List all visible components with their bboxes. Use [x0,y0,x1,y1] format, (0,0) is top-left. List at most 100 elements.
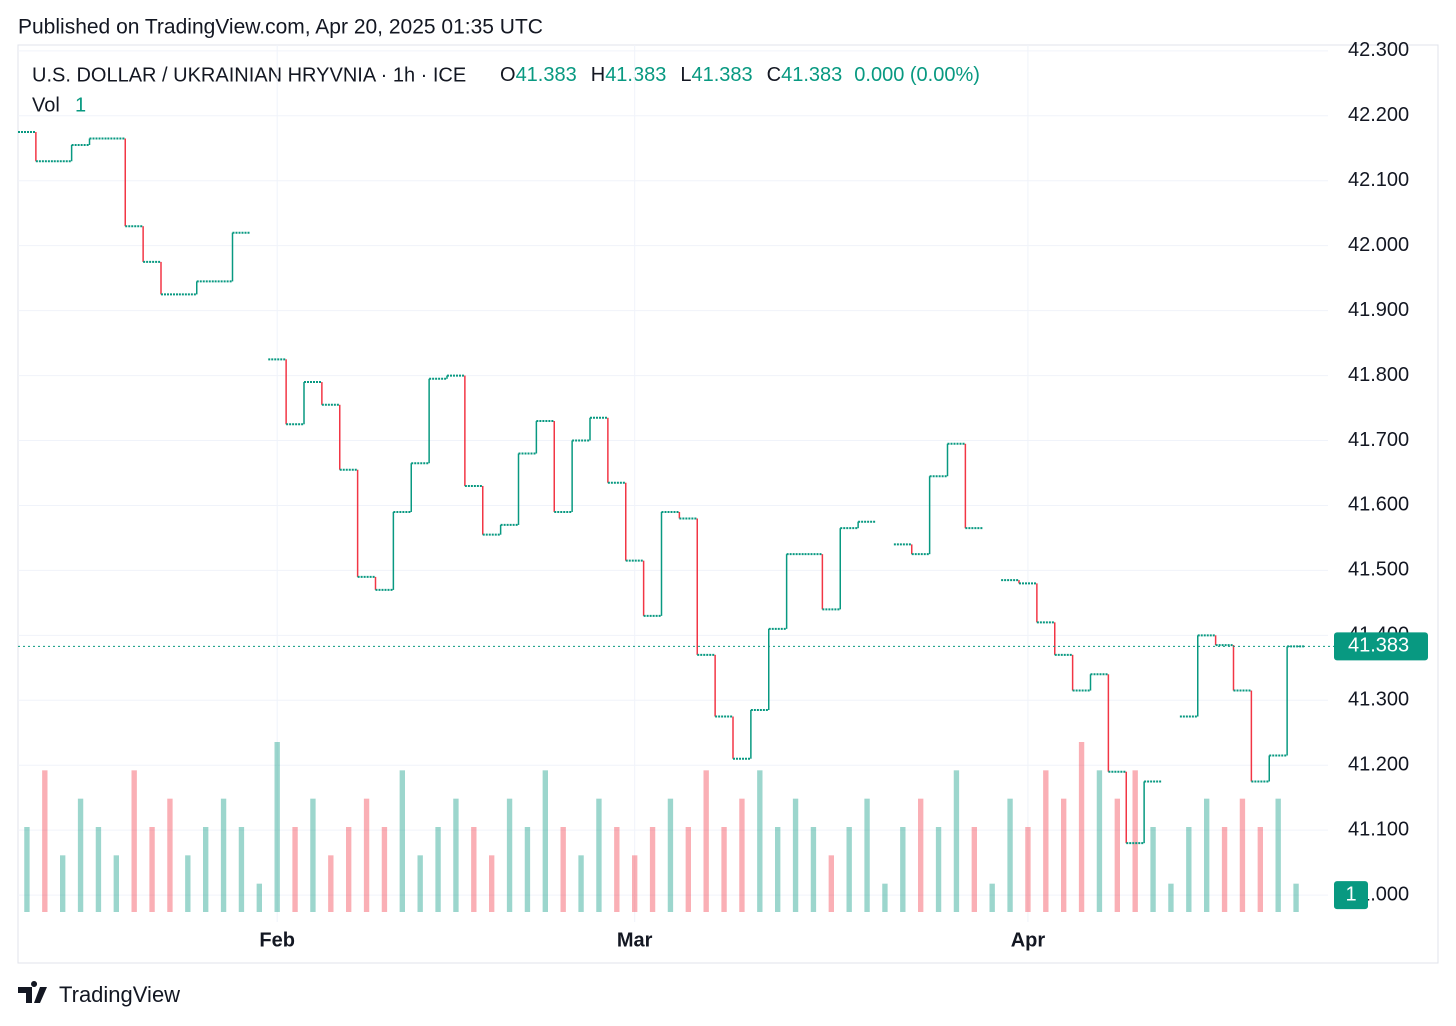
volume-bar [489,855,495,912]
published-note: Published on TradingView.com, Apr 20, 20… [18,16,543,39]
volume-bar [882,883,888,912]
y-tick-label: 41.900 [1348,299,1409,321]
volume-bar [256,883,262,912]
volume-bar [1275,798,1281,912]
ohlc-value: 41.383 [691,64,752,86]
volume-bar [220,798,227,912]
volume-bar [167,798,173,912]
volume-bar [1025,827,1031,912]
volume-bar [614,827,620,912]
y-tick-label: 41.300 [1348,689,1409,711]
volume-bar [453,798,459,912]
volume-bar [435,827,441,912]
volume-bar [1221,827,1228,912]
volume-bar [989,883,995,912]
volume-bar [1293,883,1299,912]
y-tick-label: 42.200 [1348,104,1409,126]
y-tick-label: 41.500 [1348,559,1409,581]
volume-bar [1078,742,1085,912]
volume-bar [667,798,674,912]
volume-bar [42,770,48,912]
volume-bar [149,827,155,912]
volume-bar [971,827,977,912]
ohlc-value: 41.383 [781,64,842,86]
ohlc-value: 41.383 [516,64,577,86]
volume-bar [685,827,691,912]
volume-bar [113,855,119,912]
volume-bar [1168,883,1174,912]
volume-bar [346,827,352,912]
volume-bar [381,827,388,912]
volume-bar [1204,798,1210,912]
y-tick-label: 41.600 [1348,494,1409,516]
volume-bar [632,855,638,912]
volume-bar [77,798,84,912]
volume-bar [274,742,280,912]
ohlc-key: C [767,64,781,86]
y-tick-label: 41.800 [1348,364,1409,386]
volume-bar [131,770,137,912]
ohlc-key: H [591,64,605,86]
ohlc-key: L [680,64,691,86]
symbol-title: U.S. DOLLAR / UKRAINIAN HRYVNIA · 1h · I… [32,64,466,86]
volume-bar [1239,798,1246,912]
last-price-label: 41.383 [1348,635,1409,657]
volume-value: 1 [75,94,86,116]
y-tick-label: 41.200 [1348,754,1409,776]
y-tick-label: 42.100 [1348,169,1409,191]
x-tick-label: Mar [617,929,653,951]
x-tick-label: Feb [259,929,295,951]
volume-bar [739,798,745,912]
ohlc-line: O41.383 H41.383 L41.383 C41.383 0.000 (0.00%… [500,64,980,86]
volume-bar [1186,827,1192,912]
volume-badge [1334,881,1368,910]
volume-bar [1257,827,1263,912]
volume-bar [185,855,191,912]
volume-bar [363,798,370,912]
volume-label: Vol [32,94,60,116]
volume-badge-label: 1 [1345,883,1356,905]
volume-bar [1150,827,1156,912]
volume-bar [399,770,405,912]
volume-bar [775,827,781,912]
volume-bar [1132,770,1138,912]
volume-bar [1043,770,1049,912]
volume-bar [1114,798,1120,912]
ohlc-value: 41.383 [605,64,666,86]
volume-bar [1061,798,1067,912]
volume-bar [900,827,906,912]
x-tick-label: Apr [1011,929,1046,951]
y-tick-label: 41.700 [1348,429,1409,451]
volume-bar [649,827,656,912]
ohlc-key: O [500,64,516,86]
brand: TradingView [18,981,180,1007]
volume-bar [846,827,852,912]
volume-bar [310,798,316,912]
chart-frame [17,44,1439,964]
volume-bar [203,827,209,912]
volume-bar [864,798,870,912]
volume-bar [542,770,548,912]
volume-bar [596,798,602,912]
volume-bar [560,827,566,912]
volume-bar [524,827,531,912]
volume-bar [757,770,763,912]
volume-bar [60,855,66,912]
y-tick-label: 42.000 [1348,234,1409,256]
volume-bar [417,855,423,912]
change: 0.000 (0.00%) [854,64,980,86]
y-tick-label: 42.300 [1348,39,1409,61]
volume-bar [953,770,960,912]
brand-logo [18,981,47,1003]
volume-bar [792,798,799,912]
volume-bar [24,827,30,912]
volume-bar [328,855,334,912]
volume-bar [238,827,245,912]
volume-bar [721,827,727,912]
volume-bar [918,798,924,912]
volume-bar [1007,798,1013,912]
volume-bar [935,827,942,912]
brand-name: TradingView [59,982,180,1007]
y-tick-label: 41.100 [1348,818,1409,840]
